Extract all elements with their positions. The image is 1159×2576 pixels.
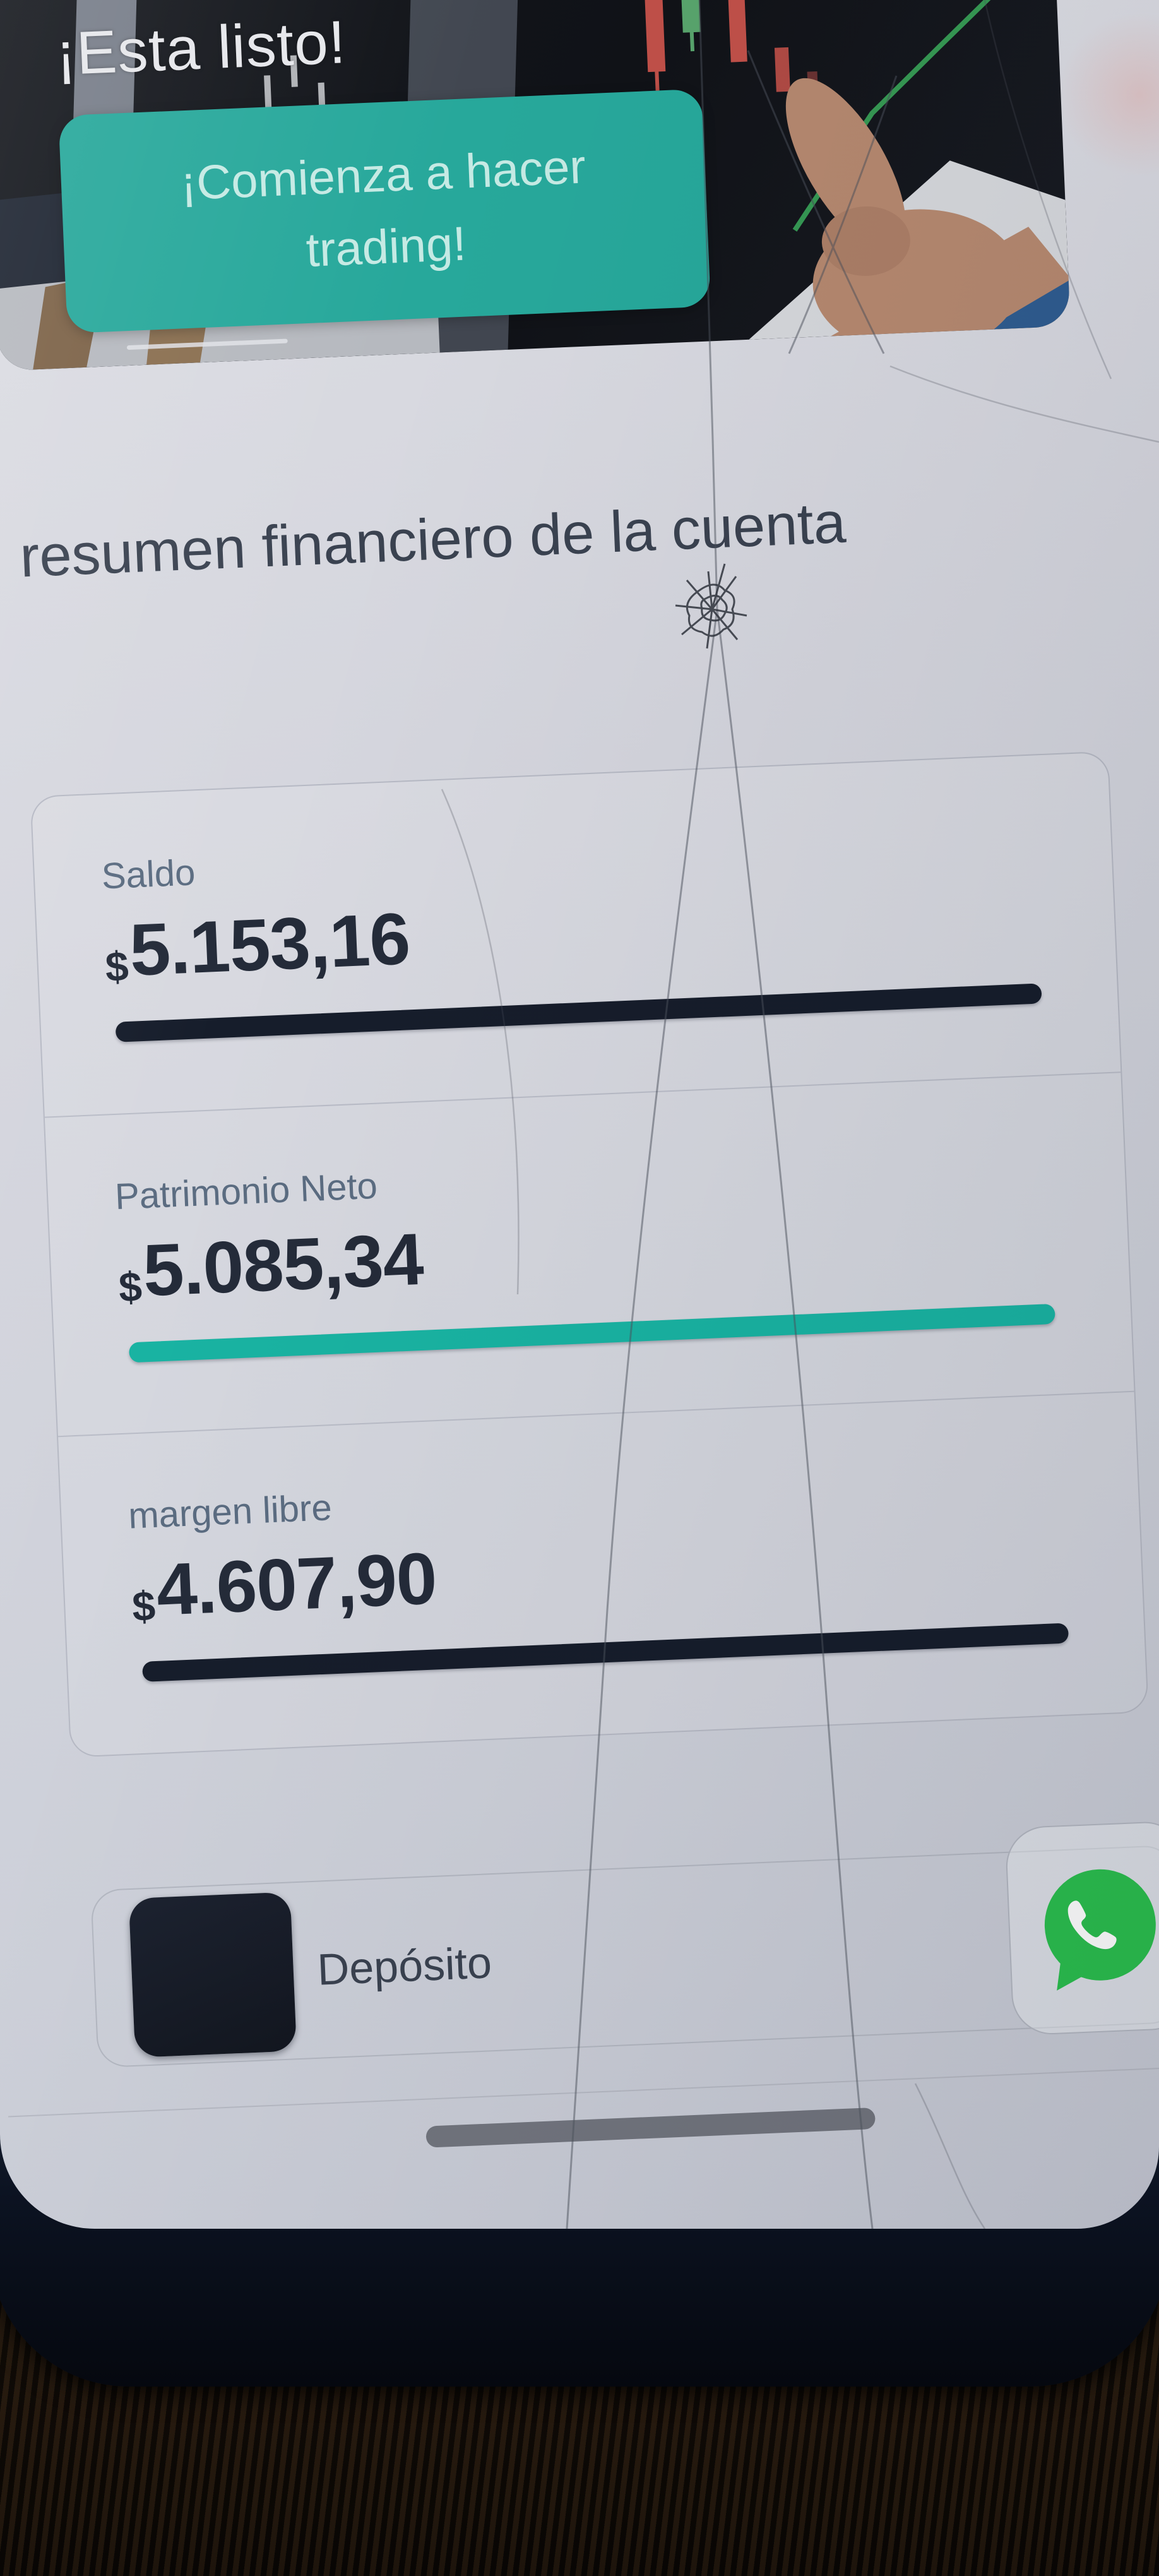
summary-row-saldo: Saldo $ 5.153,16 <box>32 753 1121 1117</box>
home-indicator[interactable] <box>425 2107 876 2148</box>
currency-symbol: $ <box>117 1263 143 1311</box>
start-trading-button[interactable]: ¡Comienza a hacer trading! <box>58 88 711 334</box>
start-trading-label: ¡Comienza a hacer trading! <box>179 139 587 277</box>
page-title: resumen financiero de la cuenta <box>18 490 847 590</box>
banner-headline: ¡Esta listo! <box>54 8 348 88</box>
deposit-label: Depósito <box>316 1938 493 1995</box>
saldo-progress-bar <box>115 983 1042 1042</box>
currency-symbol: $ <box>131 1582 156 1630</box>
phone-screen: ¡Esta listo! ¡Comienza a hacer trading! … <box>0 0 1159 2229</box>
whatsapp-icon <box>1044 1869 1156 1991</box>
summary-row-equity: Patrimonio Neto $ 5.085,34 <box>44 1071 1134 1436</box>
promo-banner[interactable]: ¡Esta listo! ¡Comienza a hacer trading! <box>0 0 1071 371</box>
equity-progress-bar <box>128 1303 1055 1363</box>
free-margin-progress-bar <box>142 1623 1069 1682</box>
deposit-icon <box>128 1892 297 2058</box>
saldo-amount: 5.153,16 <box>128 897 412 991</box>
summary-row-free-margin: margen libre $ 4.607,90 <box>57 1390 1148 1755</box>
section-divider <box>8 2064 1159 2118</box>
account-summary-card: Saldo $ 5.153,16 Patrimonio Neto $ 5.085… <box>30 751 1149 1758</box>
equity-amount: 5.085,34 <box>141 1217 425 1312</box>
deposit-button[interactable]: Depósito <box>90 1844 1159 2068</box>
free-margin-amount: 4.607,90 <box>155 1537 438 1631</box>
app-content: ¡Esta listo! ¡Comienza a hacer trading! … <box>0 0 1159 2148</box>
whatsapp-button[interactable] <box>1004 1820 1159 2036</box>
currency-symbol: $ <box>104 942 129 991</box>
